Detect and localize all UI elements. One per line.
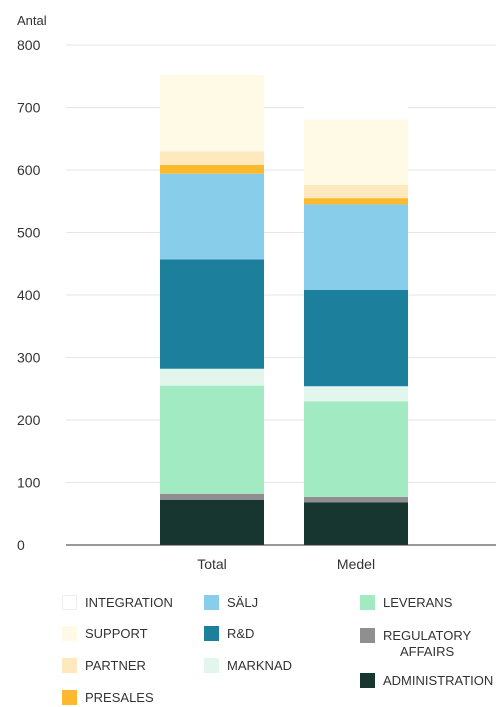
legend-swatch — [62, 658, 77, 673]
legend-swatch — [360, 673, 375, 688]
bar-segment — [304, 386, 408, 402]
legend-label: INTEGRATION — [85, 595, 173, 610]
legend-swatch — [62, 595, 77, 610]
axes: 0 100 200 300 400 500 600 700 800 Total Medel — [17, 37, 496, 572]
bar-segment — [160, 173, 264, 260]
bar-segment — [160, 368, 264, 386]
legend-item: PARTNER — [62, 658, 146, 674]
legend-item: SUPPORT — [62, 626, 148, 642]
y-axis-title: Antal — [17, 13, 47, 28]
legend-swatch — [360, 628, 375, 643]
legend-label: R&D — [227, 626, 255, 641]
bar-segment — [160, 75, 264, 152]
gridlines — [66, 44, 496, 483]
y-tick-label: 200 — [17, 412, 41, 428]
y-tick-label: 700 — [17, 100, 41, 116]
legend-item: REGULATORY AFFAIRS — [360, 628, 471, 660]
y-tick-label: 400 — [17, 287, 41, 303]
legend-label: REGULATORY AFFAIRS — [383, 628, 472, 659]
bar-segment — [304, 401, 408, 497]
legend-item: PRESALES — [62, 690, 154, 706]
bar-segment — [304, 496, 408, 503]
bar-segment — [304, 290, 408, 387]
y-tick-label: 100 — [17, 475, 41, 491]
bar-segment — [304, 185, 408, 199]
y-tick-label: 300 — [17, 350, 41, 366]
legend-item: LEVERANS — [360, 595, 452, 611]
legend-item: MARKNAD — [204, 658, 292, 674]
bar-segment — [160, 493, 264, 500]
legend-swatch — [204, 595, 219, 610]
legend-item: ADMINISTRATION — [360, 673, 493, 689]
bar-segment — [160, 61, 264, 75]
bar-segment — [160, 151, 264, 165]
y-tick-label: 500 — [17, 225, 41, 241]
bar-segment — [304, 119, 408, 185]
legend-swatch — [62, 626, 77, 641]
legend-swatch — [62, 690, 77, 705]
legend-swatch — [204, 658, 219, 673]
bar-segment — [304, 106, 408, 120]
y-tick-label: 0 — [17, 537, 25, 553]
legend-item: INTEGRATION — [62, 595, 173, 611]
legend-swatch — [360, 595, 375, 610]
y-tick-label: 600 — [17, 162, 41, 178]
legend-item: R&D — [204, 626, 254, 642]
legend-swatch — [204, 626, 219, 641]
bar-segment — [304, 198, 408, 205]
bar-segment — [160, 385, 264, 494]
legend-label: MARKNAD — [227, 658, 293, 673]
bar-segment — [160, 165, 264, 174]
y-tick-label: 800 — [17, 37, 41, 53]
legend-label: PARTNER — [85, 658, 146, 673]
x-tick-label: Total — [197, 556, 227, 572]
legend-label: SÄLJ — [227, 595, 259, 610]
legend-label: PRESALES — [85, 690, 154, 705]
bar-segment — [304, 204, 408, 290]
bar-segment — [160, 500, 264, 545]
legend-label: SUPPORT — [85, 626, 148, 641]
legend-item: SÄLJ — [204, 595, 258, 611]
bar-segment — [160, 259, 264, 369]
bars — [160, 61, 408, 545]
x-tick-label: Medel — [337, 556, 375, 572]
legend-label: LEVERANS — [383, 595, 453, 610]
bar-segment — [304, 502, 408, 545]
legend-label: ADMINISTRATION — [383, 673, 494, 688]
